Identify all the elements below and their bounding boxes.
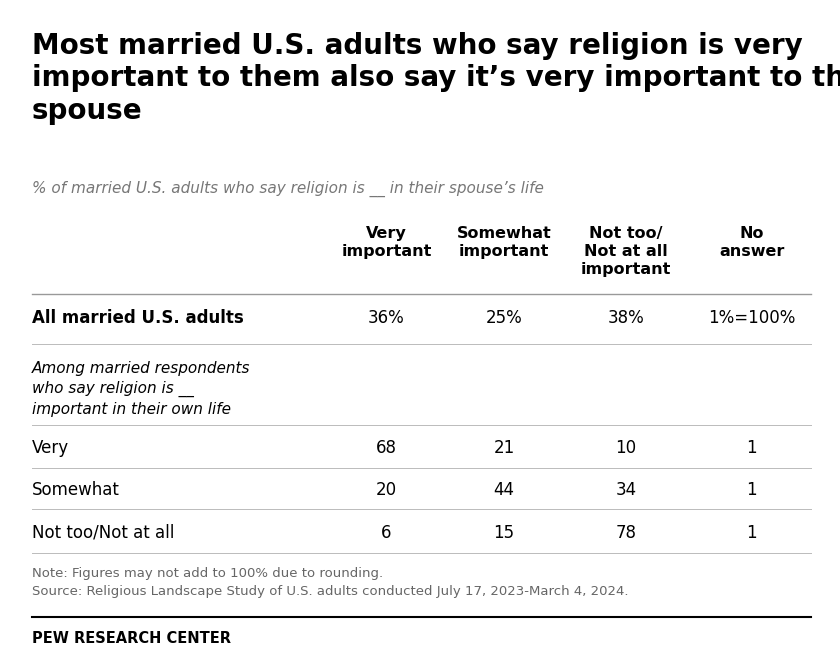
Text: 1: 1 <box>747 480 757 499</box>
Text: Somewhat: Somewhat <box>32 480 120 499</box>
Text: Somewhat
important: Somewhat important <box>457 226 551 260</box>
Text: Very: Very <box>32 439 69 458</box>
Text: 68: 68 <box>376 439 397 458</box>
Text: 78: 78 <box>615 523 637 542</box>
Text: 1%=100%: 1%=100% <box>708 309 795 328</box>
Text: 1: 1 <box>747 439 757 458</box>
Text: Among married respondents
who say religion is __
important in their own life: Among married respondents who say religi… <box>32 361 250 417</box>
Text: Most married U.S. adults who say religion is very
important to them also say it’: Most married U.S. adults who say religio… <box>32 32 840 125</box>
Text: 6: 6 <box>381 523 391 542</box>
Text: PEW RESEARCH CENTER: PEW RESEARCH CENTER <box>32 631 231 645</box>
Text: 1: 1 <box>747 523 757 542</box>
Text: 34: 34 <box>615 480 637 499</box>
Text: 21: 21 <box>493 439 515 458</box>
Text: 36%: 36% <box>368 309 405 328</box>
Text: Not too/Not at all: Not too/Not at all <box>32 523 174 542</box>
Text: 25%: 25% <box>486 309 522 328</box>
Text: 15: 15 <box>493 523 515 542</box>
Text: 20: 20 <box>375 480 397 499</box>
Text: % of married U.S. adults who say religion is __ in their spouse’s life: % of married U.S. adults who say religio… <box>32 181 543 197</box>
Text: 44: 44 <box>494 480 514 499</box>
Text: No
answer: No answer <box>719 226 785 260</box>
Text: Note: Figures may not add to 100% due to rounding.
Source: Religious Landscape S: Note: Figures may not add to 100% due to… <box>32 567 628 599</box>
Text: Very
important: Very important <box>341 226 432 260</box>
Text: All married U.S. adults: All married U.S. adults <box>32 309 244 328</box>
Text: 10: 10 <box>615 439 637 458</box>
Text: 38%: 38% <box>607 309 644 328</box>
Text: Not too/
Not at all
important: Not too/ Not at all important <box>580 226 671 278</box>
